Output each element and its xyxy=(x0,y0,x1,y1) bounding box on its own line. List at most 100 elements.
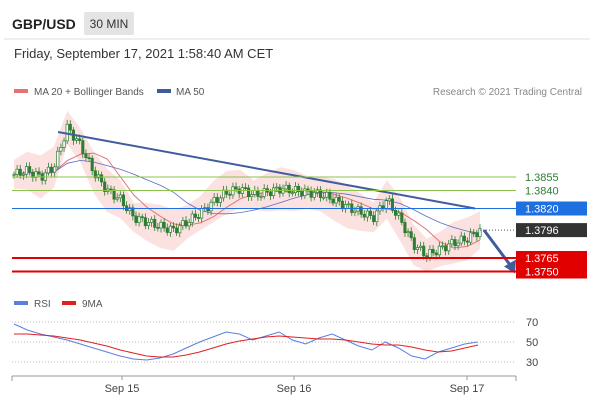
candle-body xyxy=(465,240,470,243)
candle-body xyxy=(37,171,41,175)
level-label: 1.3796 xyxy=(525,225,559,237)
level-label: 1.3840 xyxy=(525,186,559,198)
rsi-tick-label: 50 xyxy=(526,337,538,349)
candle-body xyxy=(390,198,394,211)
candle-body xyxy=(290,192,294,195)
timeframe-badge[interactable] xyxy=(84,12,134,35)
candle-body xyxy=(372,215,376,223)
candle-body xyxy=(315,189,319,193)
candle-body xyxy=(459,235,463,244)
timeframe-label: 30 MIN xyxy=(90,17,129,31)
candle-body xyxy=(359,206,363,215)
rsi-line xyxy=(13,323,479,361)
candle-body xyxy=(59,147,63,152)
candle-body xyxy=(268,191,273,197)
candle-body xyxy=(328,191,332,200)
x-tick-label: Sep 15 xyxy=(105,383,140,395)
rsi-swatch xyxy=(14,301,28,305)
candle-body xyxy=(18,168,22,176)
candle-body xyxy=(228,193,232,196)
candle-body xyxy=(178,225,182,234)
candle-body xyxy=(53,166,57,173)
candle-body xyxy=(128,207,132,212)
rsi-legend: RSI xyxy=(34,299,51,310)
candle-body xyxy=(434,252,438,256)
candle-body xyxy=(109,188,113,191)
candle-body xyxy=(272,187,276,197)
candle-body xyxy=(300,191,304,197)
candle-body xyxy=(340,200,344,210)
candle-body xyxy=(12,173,16,176)
candle-body xyxy=(243,187,247,189)
candle-body xyxy=(262,188,266,197)
candle-body xyxy=(131,207,135,217)
candle-body xyxy=(447,243,451,252)
trendline xyxy=(57,131,476,210)
candle-body xyxy=(287,184,291,194)
candle-body xyxy=(397,212,401,216)
candle-body xyxy=(384,200,388,210)
level-label: 1.3750 xyxy=(525,267,559,279)
candle-body xyxy=(406,231,410,234)
credit-label: Research © 2021 Trading Central xyxy=(433,87,582,98)
candle-body xyxy=(221,189,226,199)
candle-body xyxy=(322,196,326,199)
candle-body xyxy=(62,140,66,148)
x-tick-label: Sep 17 xyxy=(450,383,485,395)
level-label-box xyxy=(516,251,587,265)
candle-body xyxy=(250,194,254,198)
candle-body xyxy=(156,227,160,229)
candle-body xyxy=(121,194,126,207)
candle-body xyxy=(325,191,329,198)
candle-body xyxy=(100,174,104,183)
candle-body xyxy=(353,210,357,213)
candle-body xyxy=(209,201,213,212)
level-label: 1.3820 xyxy=(525,204,559,216)
candle-body xyxy=(46,166,50,174)
candle-body xyxy=(134,215,138,223)
level-label-box xyxy=(516,264,587,279)
candle-body xyxy=(165,227,169,233)
price-plot: 1.3855 1.3840 1.3820 1.3796 1.3765 1.3750 xyxy=(12,110,587,279)
candle-body xyxy=(84,153,88,158)
level-label: 1.3855 xyxy=(525,172,559,184)
rsi-plot: 70 50 30 xyxy=(12,317,538,369)
candle-body xyxy=(150,218,154,223)
level-label-box xyxy=(516,223,587,238)
x-tick-label: Sep 16 xyxy=(277,383,312,395)
projection-arrow xyxy=(482,229,514,269)
candle-body xyxy=(153,218,157,228)
candle-body xyxy=(297,186,301,193)
candle-body xyxy=(234,186,238,190)
candle-body xyxy=(253,190,257,195)
level-label: 1.3765 xyxy=(525,253,559,265)
candle-body xyxy=(347,203,351,206)
candle-body xyxy=(175,227,179,234)
datetime-label: Friday, September 17, 2021 1:58:40 AM CE… xyxy=(14,46,273,61)
level-label-box xyxy=(516,201,587,216)
candle-body xyxy=(159,221,163,229)
candle-body xyxy=(462,235,466,242)
candle-body xyxy=(368,210,373,216)
candle-body xyxy=(218,197,222,203)
ma50-legend: MA 50 xyxy=(176,87,205,98)
candle-body xyxy=(96,174,100,179)
candle-body xyxy=(478,228,482,238)
candle-body xyxy=(387,198,391,202)
candle-body xyxy=(215,197,219,203)
ma9-line xyxy=(14,333,479,358)
ma20-legend: MA 20 + Bollinger Bands xyxy=(34,87,144,98)
candle-body xyxy=(475,232,479,238)
candle-body xyxy=(56,150,60,168)
candle-body xyxy=(237,188,241,194)
projection-arrowhead xyxy=(504,259,516,274)
candle-body xyxy=(394,209,398,216)
candle-body xyxy=(415,247,419,250)
candle-body xyxy=(419,245,423,248)
candle-body xyxy=(469,232,473,243)
candle-body xyxy=(206,207,210,212)
bollinger-band xyxy=(14,110,480,272)
candle-body xyxy=(193,213,197,218)
candle-body xyxy=(200,208,204,219)
candle-body xyxy=(247,187,251,198)
